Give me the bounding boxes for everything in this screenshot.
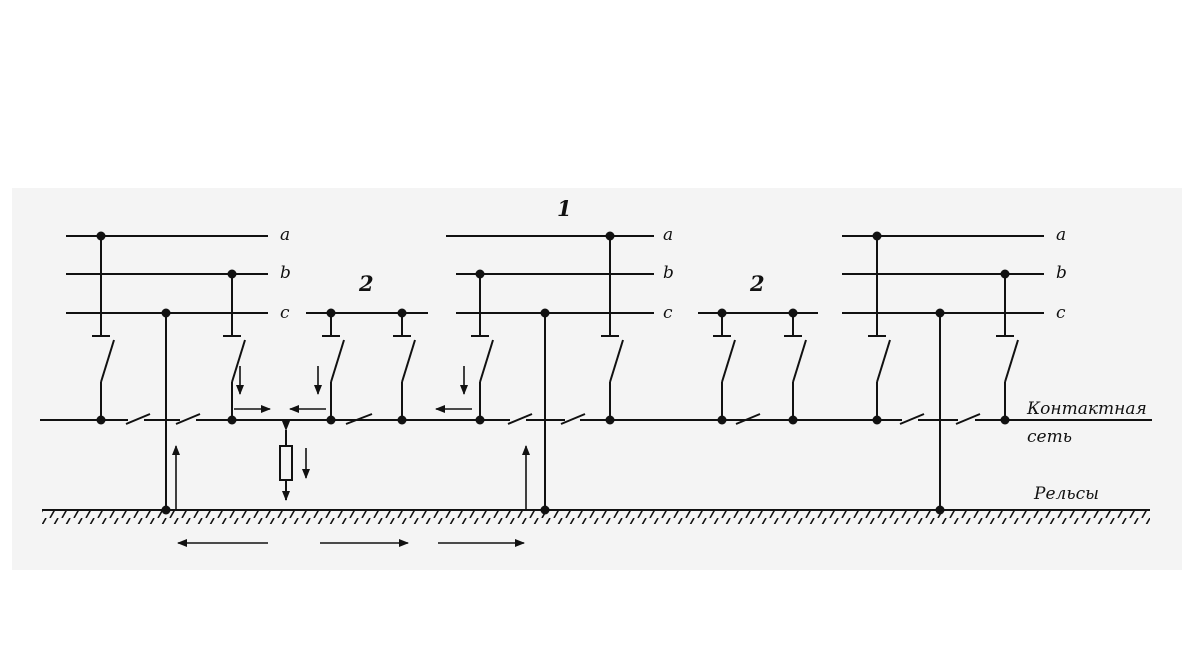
post-number-label-right: 2 <box>749 271 765 296</box>
diagram-panel <box>12 188 1182 570</box>
substation-right <box>842 235 1044 510</box>
junction-dots <box>96 231 1010 515</box>
contact-network-label-line1: Контактная <box>1026 399 1147 419</box>
contact-network <box>40 413 1152 425</box>
sectioning-post-left <box>306 312 428 420</box>
phase-b-label-right: b <box>1056 263 1067 283</box>
phase-b-label-left: b <box>280 263 291 283</box>
phase-b-label-middle: b <box>663 263 674 283</box>
train-load <box>279 421 293 501</box>
sectioning-post-right <box>698 312 818 420</box>
phase-a-label-middle: a <box>663 225 673 245</box>
current-arrows <box>172 366 530 547</box>
rails-label: Рельсы <box>1033 484 1099 504</box>
rails <box>42 509 1150 524</box>
substation-middle <box>446 235 654 510</box>
phase-a-label-right: a <box>1056 225 1066 245</box>
phase-a-label-left: a <box>280 225 290 245</box>
substation-left <box>66 235 268 510</box>
contact-network-label-line2: сеть <box>1027 427 1072 447</box>
substation-number-label: 1 <box>557 196 572 221</box>
post-number-label-left: 2 <box>358 271 374 296</box>
phase-c-label-right: c <box>1056 303 1066 323</box>
phase-c-label-left: c <box>280 303 290 323</box>
phase-c-label-middle: c <box>663 303 673 323</box>
